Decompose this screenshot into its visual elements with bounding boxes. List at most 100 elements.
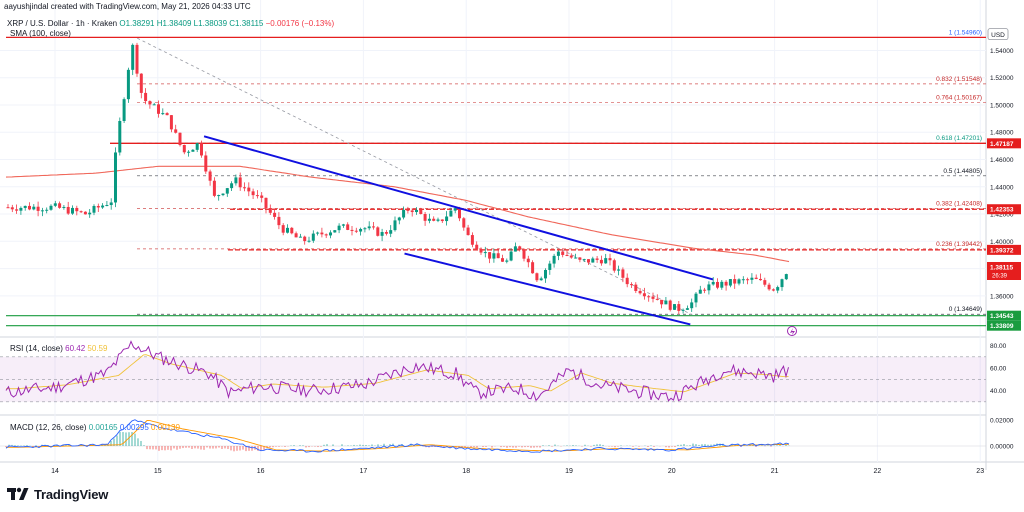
candle-body (746, 279, 750, 281)
sma-100-line (5, 165, 790, 263)
macd-label: MACD (12, 26, close) (10, 423, 87, 432)
price-tag-fib (987, 138, 1021, 149)
candle-body (88, 212, 92, 215)
candle-body (393, 220, 397, 231)
price-tick-label: 1.36000 (990, 293, 1014, 300)
candle-body (96, 205, 100, 208)
candle-body (135, 44, 139, 74)
candle-body (238, 177, 242, 188)
candle-body (733, 279, 737, 284)
candle-body (582, 259, 586, 261)
rsi-line (5, 340, 789, 402)
price-tag-countdown: 26:39 (992, 273, 1008, 279)
candle-body (372, 226, 375, 228)
candle-body (415, 209, 418, 213)
candle-body (19, 207, 23, 211)
fib-trend-line (137, 37, 693, 316)
candle-body (449, 210, 453, 217)
candle-body (763, 280, 767, 285)
candle-body (522, 249, 526, 259)
candle-body (290, 227, 294, 234)
candle-body (277, 216, 281, 226)
candle-body (548, 263, 552, 270)
candle-body (307, 240, 311, 242)
candle-body (501, 258, 504, 262)
candle-body (161, 113, 165, 115)
candle-body (15, 209, 19, 211)
candle-body (759, 278, 762, 281)
fib-level-label: 0.832 (1.51548) (936, 76, 982, 83)
candle-body (518, 246, 522, 250)
candle-body (384, 232, 388, 234)
candle-body (187, 151, 191, 153)
candle-body (776, 287, 780, 291)
time-tick-label: 15 (154, 468, 162, 475)
rsi-legend[interactable]: RSI (14, close) 60.42 50.59 (10, 344, 107, 353)
candle-body (212, 180, 216, 196)
candle-body (488, 252, 492, 259)
macd-hist-value: 0.00165 (88, 423, 118, 432)
fib-level-label: 0.618 (1.47201) (936, 135, 982, 142)
candle-body (647, 296, 651, 298)
fib-level-label: 0 (1.34649) (949, 306, 982, 313)
price-tag-label: 1.38115 (990, 264, 1014, 271)
candle-body (389, 230, 393, 234)
candle-body (298, 236, 302, 238)
candle-body (660, 299, 664, 305)
candle-body (62, 206, 66, 208)
macd-legend[interactable]: MACD (12, 26, close) 0.00165 0.00295 0.0… (10, 423, 180, 432)
candle-body (720, 281, 724, 288)
candle-body (83, 211, 87, 215)
high-value: H1.38409 (156, 19, 192, 28)
tradingview-logo[interactable]: TradingView (7, 486, 108, 502)
candle-body (200, 143, 203, 156)
fib-level-label: 0.764 (1.50167) (936, 95, 982, 102)
candle-body (178, 132, 182, 146)
time-tick-label: 17 (360, 468, 368, 475)
candle-body (10, 207, 14, 210)
candle-body (780, 279, 784, 288)
candle-body (243, 187, 246, 189)
candle-body (625, 277, 629, 285)
time-tick-label: 18 (462, 468, 470, 475)
candle-body (191, 149, 195, 152)
candle-body (281, 225, 285, 233)
candle-body (681, 309, 685, 311)
price-tag-label: 1.34543 (990, 313, 1014, 320)
chart-author: aayushjindal created with TradingView.co… (4, 2, 251, 11)
candle-body (664, 300, 668, 305)
candle-body (668, 300, 672, 310)
candle-body (195, 143, 199, 150)
price-tag-fib (987, 244, 1021, 255)
macd-tick-label: 0.00000 (990, 444, 1014, 451)
candle-body (264, 197, 268, 209)
currency-tag-label: USD (991, 32, 1005, 39)
candle-body (716, 281, 719, 288)
candle-body (599, 259, 603, 264)
sma-legend[interactable]: SMA (100, close) (10, 29, 71, 38)
candle-body (642, 293, 646, 297)
rsi-label: RSI (14, close) (10, 344, 63, 353)
price-tag-label: 1.39372 (990, 247, 1014, 254)
candle-body (114, 152, 117, 203)
candle-body (53, 203, 57, 206)
price-tick-label: 1.40000 (990, 239, 1014, 246)
candle-body (612, 260, 616, 271)
candle-body (651, 296, 655, 299)
candle-body (479, 248, 483, 253)
candle-body (728, 279, 732, 286)
candle-body (320, 232, 324, 235)
candle-body (427, 218, 431, 221)
time-tick-label: 14 (51, 468, 59, 475)
price-tag-label: 1.42353 (990, 207, 1014, 214)
candle-body (604, 258, 608, 264)
candle-body (565, 254, 569, 256)
candle-body (724, 281, 728, 286)
candle-body (346, 224, 350, 230)
candle-body (45, 209, 49, 211)
channel-lower-line (404, 252, 691, 326)
candle-body (329, 232, 332, 236)
tradingview-logo-text: TradingView (34, 486, 109, 502)
candle-body (101, 205, 105, 208)
